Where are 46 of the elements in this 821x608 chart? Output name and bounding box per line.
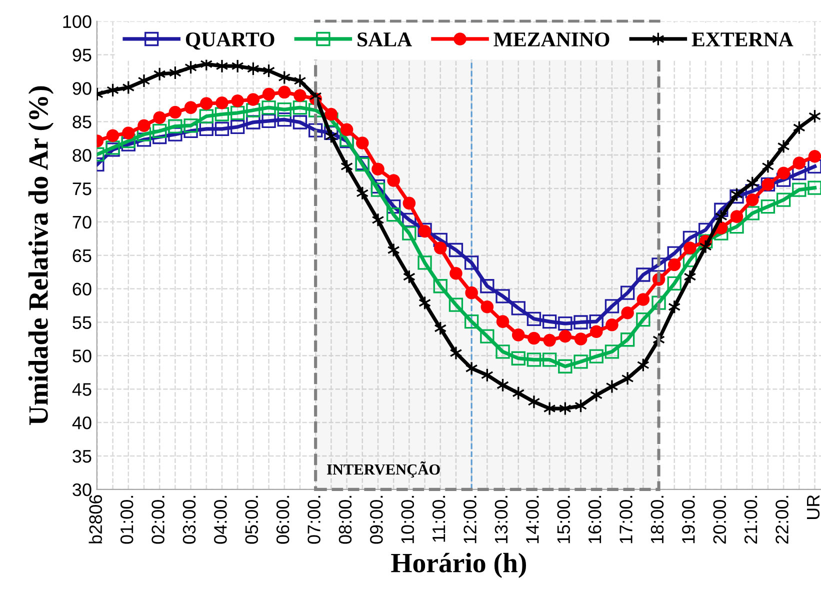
y-tick-label: 95: [72, 48, 92, 62]
x-tick-label: 18:00.: [650, 496, 664, 544]
y-tick-label: 80: [72, 148, 92, 162]
band-label: INTERVENÇÃO: [327, 461, 440, 478]
legend-label: EXTERNA: [692, 32, 794, 46]
x-tick-label: 10:00.: [401, 496, 414, 544]
x-tick-label: 17:00.: [620, 496, 632, 544]
x-tick-label: 05:00.: [245, 496, 258, 544]
y-tick-label: 40: [72, 416, 92, 430]
x-tick-label: 06:00.: [276, 496, 290, 544]
x-tick-label: 07:00.: [308, 496, 320, 544]
x-tick-label: 22:00.: [776, 496, 788, 544]
y-axis-title: Umidade Relativa do Ar (%): [28, 86, 54, 425]
y-tick-label: 75: [72, 182, 92, 196]
x-tick-label: 20:00.: [713, 496, 726, 544]
y-tick-label: 90: [72, 82, 92, 95]
x-tick-label: 09:00.: [370, 496, 383, 544]
y-tick-label: 65: [72, 249, 92, 262]
x-tick-label: 21:00.: [744, 496, 758, 544]
y-tick-label: 35: [72, 450, 92, 463]
y-tick-label: 85: [72, 116, 92, 128]
x-tick-label: 13:00.: [494, 496, 508, 544]
x-axis-title: Horário (h): [391, 552, 526, 578]
y-tick-label: 70: [72, 216, 92, 229]
y-tick-label: 50: [72, 350, 92, 362]
x-tick-label: 14:00.: [526, 496, 539, 544]
legend-label: MEZANINO: [494, 32, 610, 46]
x-tick-label: UR: [807, 495, 820, 519]
x-tick-label: 03:00.: [182, 496, 196, 544]
x-tick-label: 19:00.: [682, 496, 695, 544]
x-tick-label: b2806: [88, 495, 102, 544]
legend-label: QUARTO: [186, 32, 274, 50]
legend-label: SALA: [358, 32, 412, 46]
x-tick-label: 08:00.: [338, 496, 352, 544]
x-tick-label: 04:00.: [214, 496, 227, 544]
y-tick-label: 100: [63, 15, 92, 28]
y-tick-label: 30: [72, 483, 92, 496]
x-tick-label: 02:00.: [152, 496, 164, 544]
x-tick-label: 16:00.: [588, 496, 602, 544]
y-tick-label: 55: [72, 316, 92, 329]
x-tick-label: 15:00.: [557, 496, 570, 544]
x-tick-label: 12:00.: [464, 496, 476, 544]
y-tick-label: 45: [72, 383, 92, 396]
x-tick-label: 01:00.: [120, 496, 134, 544]
x-tick-label: 11:00.: [432, 496, 446, 542]
y-tick-label: 60: [72, 282, 92, 296]
